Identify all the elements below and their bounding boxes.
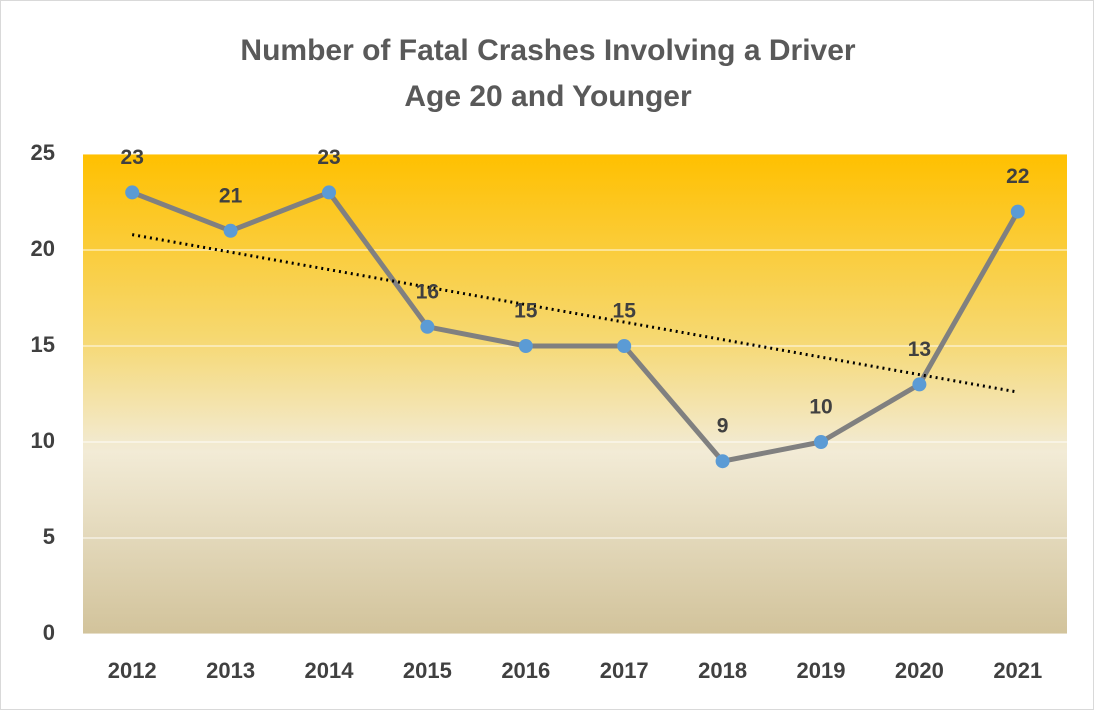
data-label: 10 [809, 396, 832, 419]
data-label: 23 [121, 146, 144, 169]
data-point [715, 454, 730, 469]
data-label: 9 [717, 415, 729, 438]
data-point [420, 319, 435, 334]
x-tick-label: 2012 [108, 658, 157, 683]
data-label: 16 [416, 280, 439, 303]
x-tick-label: 2021 [993, 658, 1042, 683]
data-point [322, 185, 336, 200]
data-label: 13 [908, 338, 931, 361]
data-point [912, 377, 927, 392]
x-tick-label: 2014 [305, 658, 355, 683]
data-point [814, 435, 828, 449]
x-tick-label: 2020 [895, 658, 944, 683]
y-tick-label: 20 [31, 236, 55, 261]
y-tick-label: 0 [43, 620, 55, 645]
data-point [518, 339, 533, 353]
data-label: 21 [219, 184, 243, 207]
data-point [617, 339, 632, 353]
data-line [131, 189, 1020, 464]
chart-title: Number of Fatal Crashes Involving a Driv… [240, 34, 856, 67]
x-tick-label: 2017 [600, 658, 649, 683]
chart-title: Age 20 and Younger [404, 80, 692, 113]
data-label: 22 [1006, 165, 1029, 188]
x-tick-label: 2019 [797, 658, 846, 683]
y-tick-label: 25 [31, 140, 55, 165]
x-tick-label: 2013 [206, 658, 255, 683]
data-point [1010, 204, 1025, 219]
x-tick-label: 2016 [501, 658, 550, 683]
data-label: 15 [613, 300, 637, 323]
data-point [125, 185, 140, 200]
y-tick-label: 15 [31, 332, 55, 357]
y-tick-label: 5 [43, 524, 55, 549]
data-point [223, 223, 238, 238]
y-tick-label: 10 [31, 428, 55, 453]
x-tick-label: 2015 [403, 658, 452, 683]
x-tick-label: 2018 [698, 658, 747, 683]
data-label: 15 [514, 300, 538, 323]
data-label: 23 [317, 146, 340, 169]
